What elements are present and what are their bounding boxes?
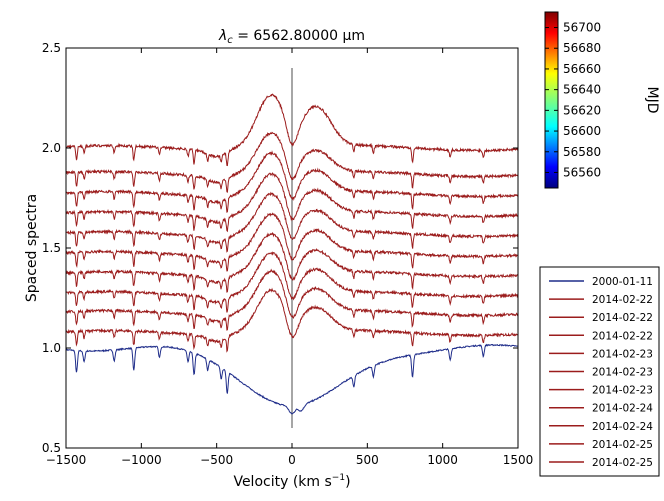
spectrum-line-8 — [66, 171, 518, 233]
x-tick-label: 500 — [356, 453, 379, 467]
spectrum-line-10 — [66, 131, 518, 193]
legend: 2000-01-11 2014-02-22 2014-02-22 2014-02-22… — [539, 266, 660, 477]
legend-label: 2014-02-23 — [592, 348, 653, 360]
colorbar: 56560 56580 56600 56620 56640 56660 56680 56700… — [544, 11, 660, 189]
spectrum-line-6 — [66, 212, 518, 272]
spectrum-line-5 — [66, 231, 518, 293]
spectrum-line-9 — [66, 150, 518, 213]
colorbar-label: MJD — [644, 87, 660, 114]
x-tick-label: −500 — [200, 453, 233, 467]
x-tick-label: 0 — [288, 453, 296, 467]
spectrum-line-3 — [66, 268, 518, 331]
x-tick-label: 1500 — [503, 453, 534, 467]
y-tick-label: 0.5 — [42, 441, 61, 455]
colorbar-tick-label: 56700 — [563, 21, 601, 35]
legend-label: 2014-02-25 — [592, 439, 653, 451]
colorbar-tick-label: 56640 — [563, 83, 601, 97]
spectrum-line-1 — [66, 343, 518, 415]
legend-label: 2014-02-24 — [592, 421, 653, 433]
colorbar-tick-label: 56600 — [563, 124, 601, 138]
colorbar-ticks: 56560 56580 56600 56620 56640 56660 56680 56700 — [545, 21, 601, 179]
x-tick-label: −1000 — [121, 453, 162, 467]
spectrum-line-2 — [66, 287, 518, 353]
colorbar-tick-label: 56580 — [563, 145, 601, 159]
chart-title: λc = 6562.80000 μm — [218, 28, 365, 46]
legend-entries: 2000-01-11 2014-02-22 2014-02-22 2014-02-22… — [549, 276, 653, 469]
legend-label: 2014-02-23 — [592, 385, 653, 397]
spectrum-line-7 — [66, 191, 518, 253]
y-axis-label: Spaced spectra — [24, 194, 40, 302]
legend-label: 2014-02-22 — [592, 330, 653, 342]
ticks-layer: −1500 −1000 −500 0 500 1000 1500 0.5 1.0 1.5 2.0 2.… — [42, 41, 533, 467]
series-layer — [66, 68, 518, 428]
colorbar-tick-label: 56680 — [563, 41, 601, 55]
x-tick-label: −1500 — [46, 453, 87, 467]
y-tick-label: 2.0 — [42, 141, 61, 155]
x-tick-label: 1000 — [427, 453, 458, 467]
legend-label: 2014-02-25 — [592, 457, 653, 469]
colorbar-tick-label: 56620 — [563, 103, 601, 117]
legend-label: 2014-02-24 — [592, 403, 653, 415]
legend-label: 2014-02-22 — [592, 312, 653, 324]
spectrum-line-4 — [66, 251, 518, 313]
legend-label: 2014-02-23 — [592, 367, 653, 379]
plot-area: −1500 −1000 −500 0 500 1000 1500 0.5 1.0 1.5 2.0 2.… — [42, 41, 533, 467]
colorbar-tick-label: 56560 — [563, 165, 601, 179]
legend-label: 2000-01-11 — [592, 276, 653, 288]
spectrum-line-11 — [66, 93, 518, 167]
colorbar-gradient — [544, 11, 559, 189]
legend-label: 2014-02-22 — [592, 294, 653, 306]
y-tick-label: 1.0 — [42, 341, 61, 355]
y-tick-label: 2.5 — [42, 41, 61, 55]
x-axis-label: Velocity (km s−1) — [233, 473, 350, 490]
y-tick-label: 1.5 — [42, 241, 61, 255]
colorbar-tick-label: 56660 — [563, 62, 601, 76]
